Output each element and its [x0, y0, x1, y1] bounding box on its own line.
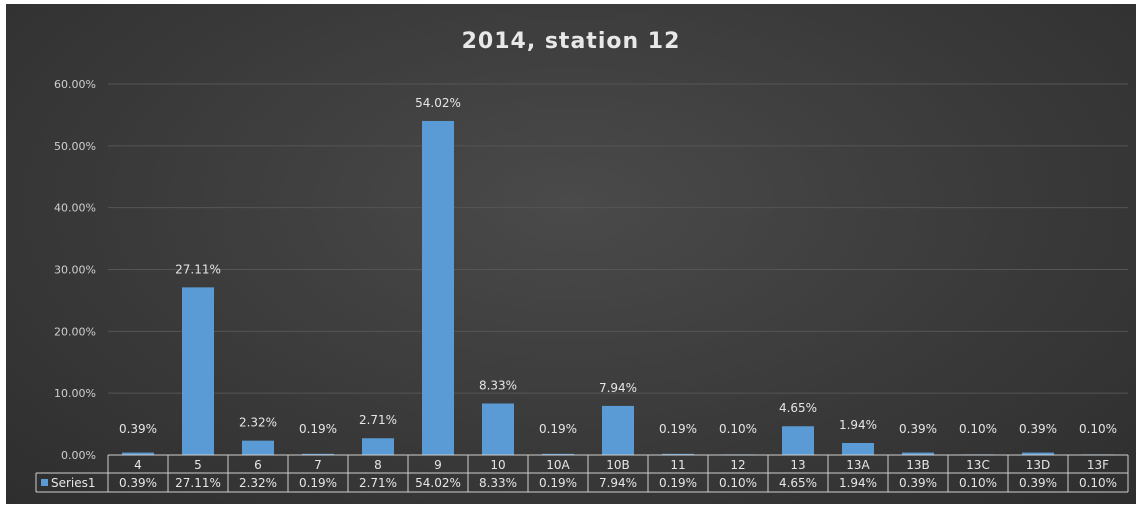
data-table: 4 0.39% 5 27.11% 6 2.32% 7 0.19% 8 2.71% 9 54.02% 10…: [35, 454, 1129, 493]
bar-chart: 2014, station 12 0.00% 10.00% 20.00% 30.00%…: [35, 29, 1129, 493]
series-name: Series1: [51, 476, 96, 490]
category-label: 8: [374, 458, 382, 472]
bar-6: [242, 440, 274, 455]
category-label: 5: [194, 458, 202, 472]
data-label-10A: 0.19%: [539, 422, 577, 436]
table-value: 0.39%: [1019, 476, 1057, 490]
bar-13: [782, 426, 814, 455]
y-tick-label: 50.00%: [54, 140, 96, 153]
bar-11: [662, 453, 694, 455]
bar-5: [182, 287, 214, 455]
table-value: 0.19%: [539, 476, 577, 490]
bar-7: [302, 453, 334, 455]
category-label: 13: [790, 458, 805, 472]
bars: [122, 120, 1114, 456]
table-value: 0.10%: [959, 476, 997, 490]
table-value: 0.10%: [719, 476, 757, 490]
data-label-13C: 0.10%: [959, 422, 997, 436]
y-tick-label: 40.00%: [54, 202, 96, 215]
category-label: 4: [134, 458, 142, 472]
table-value: 54.02%: [415, 476, 461, 490]
table-value: 4.65%: [779, 476, 817, 490]
table-value: 1.94%: [839, 476, 877, 490]
table-value: 0.10%: [1079, 476, 1117, 490]
bar-9: [422, 120, 454, 456]
category-label: 10: [490, 458, 505, 472]
bar-8: [362, 438, 394, 455]
data-label-10B: 7.94%: [599, 381, 637, 395]
data-label-9: 54.02%: [415, 96, 461, 110]
bar-13B: [902, 452, 934, 455]
table-value: 0.39%: [899, 476, 937, 490]
bar-4: [122, 452, 154, 455]
data-label-13: 4.65%: [779, 401, 817, 415]
data-label-13A: 1.94%: [839, 418, 877, 432]
chart-title: 2014, station 12: [462, 29, 681, 54]
category-label: 6: [254, 458, 262, 472]
bar-10A: [542, 453, 574, 455]
data-label-10: 8.33%: [479, 378, 517, 392]
data-label-4: 0.39%: [119, 422, 157, 436]
y-tick-label: 0.00%: [61, 449, 96, 462]
category-label: 9: [434, 458, 442, 472]
gridlines: [108, 83, 1128, 394]
table-value: 7.94%: [599, 476, 637, 490]
table-value: 0.39%: [119, 476, 157, 490]
data-label-11: 0.19%: [659, 422, 697, 436]
data-label-8: 2.71%: [359, 413, 397, 427]
y-tick-label: 10.00%: [54, 387, 96, 400]
category-label: 13B: [906, 458, 930, 472]
table-value: 27.11%: [175, 476, 221, 490]
bar-10: [482, 403, 514, 455]
data-label-12: 0.10%: [719, 422, 757, 436]
y-tick-label: 20.00%: [54, 325, 96, 338]
table-value: 2.32%: [239, 476, 277, 490]
category-label: 12: [730, 458, 745, 472]
legend-key: [41, 479, 48, 486]
data-label-13B: 0.39%: [899, 422, 937, 436]
bar-13A: [842, 443, 874, 455]
category-label: 10A: [546, 458, 570, 472]
y-tick-label: 60.00%: [54, 78, 96, 91]
table-value: 8.33%: [479, 476, 517, 490]
data-label-7: 0.19%: [299, 422, 337, 436]
table-value: 2.71%: [359, 476, 397, 490]
category-label: 10B: [606, 458, 630, 472]
bar-10B: [602, 405, 634, 455]
table-value: 0.19%: [659, 476, 697, 490]
category-label: 13C: [966, 458, 990, 472]
category-label: 11: [670, 458, 685, 472]
data-label-13F: 0.10%: [1079, 422, 1117, 436]
bar-13D: [1022, 452, 1054, 455]
data-label-6: 2.32%: [239, 416, 277, 430]
table-value: 0.19%: [299, 476, 337, 490]
category-label: 13A: [846, 458, 870, 472]
data-labels: 0.39% 27.11% 2.32% 0.19% 2.71% 54.02% 8.33% 0.1…: [119, 96, 1117, 436]
y-axis-ticks: 0.00% 10.00% 20.00% 30.00% 40.00% 50.00% 60.00…: [54, 78, 96, 462]
data-label-5: 27.11%: [175, 262, 221, 276]
category-label: 13F: [1087, 458, 1109, 472]
category-label: 7: [314, 458, 322, 472]
chart-area: 2014, station 12 0.00% 10.00% 20.00% 30.00%…: [6, 4, 1136, 504]
category-label: 13D: [1026, 458, 1051, 472]
y-tick-label: 30.00%: [54, 264, 96, 277]
data-label-13D: 0.39%: [1019, 422, 1057, 436]
